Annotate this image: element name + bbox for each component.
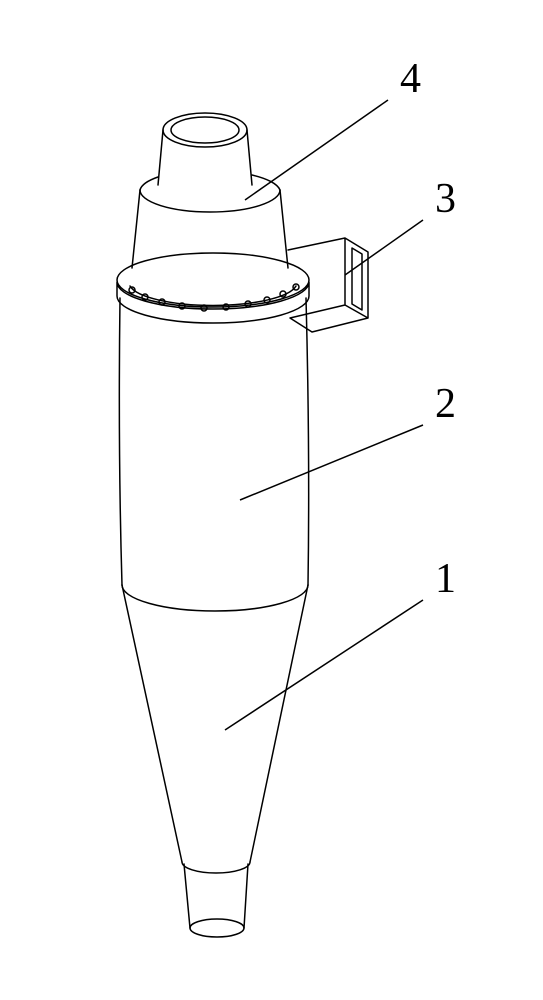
flange-inner: [130, 286, 296, 305]
top-outlet-rim: [163, 113, 247, 147]
main-cyl-left: [119, 298, 122, 585]
label-1: 1: [435, 555, 456, 603]
leader-lines: [225, 100, 423, 730]
upper-cyl-top-back-left: [140, 177, 158, 190]
bottom-outlet-left: [184, 864, 190, 928]
leader-2: [240, 425, 423, 500]
top-outlet-wall-right: [247, 130, 252, 185]
upper-cyl-wall-left: [132, 190, 140, 268]
label-2: 2: [435, 380, 456, 428]
bottom-outlet-right: [244, 864, 248, 928]
cyclone-body: [117, 113, 368, 937]
leader-1: [225, 600, 423, 730]
bottom-outlet-rim: [190, 919, 244, 937]
label-4: 4: [400, 55, 421, 103]
top-outlet-wall-left: [158, 130, 163, 185]
flange-bottom: [117, 282, 309, 323]
cone-left: [122, 585, 182, 862]
cyclone-diagram: [0, 0, 543, 1000]
cone-right: [250, 585, 308, 862]
inlet-opening: [352, 248, 362, 310]
top-outlet-inner: [171, 117, 239, 143]
upper-cyl-top-back-right: [252, 175, 280, 190]
cone-bottom-edge: [182, 862, 250, 873]
upper-cyl-top-front: [140, 190, 280, 212]
leader-3: [345, 220, 423, 275]
main-cyl-bottom-edge: [122, 585, 308, 611]
inlet-box: [288, 238, 368, 332]
upper-cyl-wall-right: [280, 190, 288, 268]
main-cyl-right: [306, 298, 309, 585]
leader-4: [245, 100, 388, 200]
flange-top: [117, 253, 309, 307]
label-3: 3: [435, 175, 456, 223]
